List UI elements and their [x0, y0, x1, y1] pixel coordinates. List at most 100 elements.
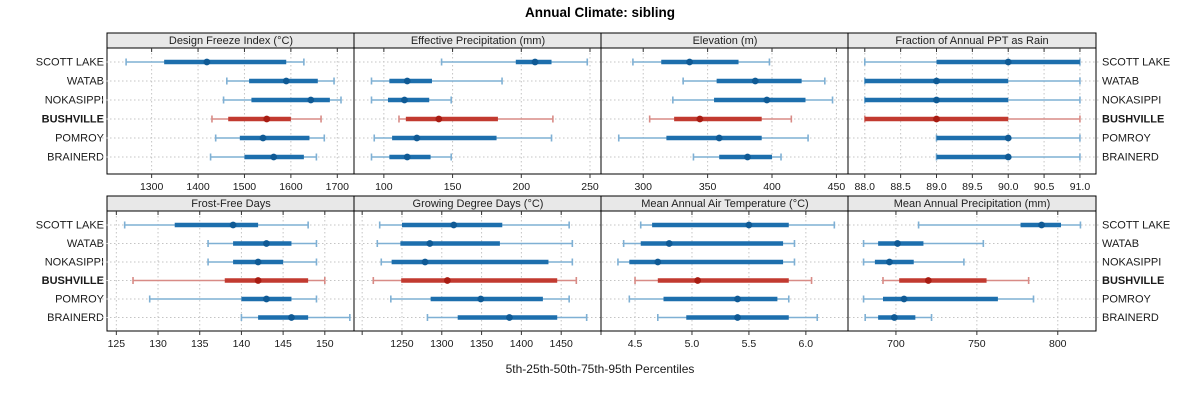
percentile-row-pomroy — [148, 295, 318, 303]
median-dot — [443, 277, 451, 284]
median-dot — [686, 58, 693, 66]
median-dot — [1004, 134, 1012, 142]
tick-label: 88.0 — [855, 181, 876, 193]
tick-label: 100 — [375, 181, 393, 193]
site-label-right: BRAINERD — [1102, 152, 1159, 164]
median-dot — [744, 153, 751, 161]
median-dot — [259, 134, 267, 142]
site-label-right: WATAB — [1102, 238, 1139, 250]
site-label-left: BRAINERD — [47, 312, 104, 324]
panel-title: Mean Annual Air Temperature (°C) — [641, 198, 808, 210]
tick-label: 130 — [149, 338, 167, 350]
percentile-row-bushville — [648, 115, 793, 123]
percentile-row-nokasippi — [672, 96, 834, 104]
percentile-row-nokasippi — [617, 258, 796, 266]
panel-mean-annual-precipitation-mm-: Mean Annual Precipitation (mm) 700 750 800 — [847, 195, 1101, 350]
panel-box — [600, 47, 850, 175]
percentile-row-scott-lake — [639, 221, 836, 229]
percentile-row-pomroy — [617, 134, 809, 142]
tick-label: 140 — [233, 338, 251, 350]
x-axis-caption: 5th-25th-50th-75th-95th Percentiles — [505, 362, 695, 376]
median-dot — [435, 115, 443, 123]
site-label-left: SCOTT LAKE — [36, 57, 104, 69]
chart-title: Annual Climate: sibling — [524, 5, 675, 20]
median-dot — [933, 96, 940, 104]
site-label-right: NOKASIPPI — [1102, 95, 1161, 107]
median-dot — [421, 258, 429, 266]
median-dot — [263, 115, 271, 123]
percentile-row-bushville — [211, 115, 322, 123]
tick-label: 1700 — [326, 181, 350, 193]
median-dot — [1004, 153, 1012, 161]
percentile-row-brainerd — [864, 314, 933, 321]
panel-box — [353, 47, 603, 175]
median-dot — [254, 277, 262, 284]
percentile-row-watab — [862, 240, 985, 247]
percentile-row-pomroy — [935, 134, 1081, 142]
tick-label: 1600 — [279, 181, 303, 193]
percentile-row-scott-lake — [440, 58, 589, 66]
median-dot — [270, 153, 278, 161]
percentile-row-scott-lake — [632, 58, 771, 66]
median-dot — [1038, 221, 1045, 229]
tick-label: 1450 — [550, 338, 574, 350]
percentile-row-brainerd — [209, 153, 318, 161]
percentile-row-bushville — [882, 277, 1030, 284]
panel-title: Effective Precipitation (mm) — [411, 35, 545, 47]
percentile-row-pomroy — [628, 295, 790, 303]
panel-box — [353, 210, 603, 332]
panel-title: Frost-Free Days — [191, 198, 271, 210]
median-dot — [1004, 58, 1012, 66]
median-dot — [288, 314, 295, 321]
panel-title: Elevation (m) — [693, 35, 758, 47]
median-dot — [734, 314, 741, 321]
tick-label: 5.0 — [685, 338, 700, 350]
panel-growing-degree-days-c-: Growing Degree Days (°C) 1250 1300 1350 1400… — [353, 195, 603, 350]
median-dot — [665, 240, 673, 247]
panel-title: Fraction of Annual PPT as Rain — [895, 35, 1048, 47]
median-dot — [751, 77, 759, 85]
percentile-row-pomroy — [862, 295, 1035, 303]
median-dot — [933, 77, 940, 85]
percentile-row-pomroy — [373, 134, 553, 142]
median-dot — [715, 134, 723, 142]
tick-label: 91.0 — [1070, 181, 1091, 193]
percentile-row-watab — [226, 77, 335, 85]
site-label-right: BRAINERD — [1102, 312, 1159, 324]
percentile-row-watab — [682, 77, 826, 85]
median-dot — [450, 221, 458, 229]
median-dot — [506, 314, 513, 321]
panel-box — [600, 210, 850, 332]
site-label-left: WATAB — [67, 238, 104, 250]
percentile-row-pomroy — [214, 134, 326, 142]
median-dot — [263, 240, 270, 247]
median-dot — [403, 153, 411, 161]
panel-box — [106, 210, 356, 332]
tick-label: 145 — [274, 338, 292, 350]
tick-label: 1400 — [186, 181, 210, 193]
percentile-row-brainerd — [657, 314, 819, 321]
site-label-right: POMROY — [1102, 294, 1152, 306]
percentile-row-bushville — [863, 115, 1081, 123]
panel-title: Design Freeze Index (°C) — [169, 35, 293, 47]
percentile-row-scott-lake — [863, 58, 1081, 66]
percentile-row-watab — [376, 240, 574, 247]
median-dot — [263, 295, 270, 303]
median-dot — [401, 96, 408, 104]
site-label-left: POMROY — [55, 133, 105, 145]
median-dot — [900, 295, 908, 303]
site-label-left: WATAB — [67, 76, 104, 88]
tick-label: 1400 — [510, 338, 534, 350]
median-dot — [229, 221, 237, 229]
tick-label: 1300 — [140, 181, 164, 193]
tick-label: 89.0 — [926, 181, 947, 193]
percentile-row-nokasippi — [863, 96, 1081, 104]
median-dot — [531, 58, 539, 66]
median-dot — [696, 115, 704, 123]
panel-title: Mean Annual Precipitation (mm) — [894, 198, 1051, 210]
tick-label: 125 — [108, 338, 126, 350]
percentile-row-nokasippi — [207, 258, 318, 266]
percentile-row-watab — [207, 240, 318, 247]
